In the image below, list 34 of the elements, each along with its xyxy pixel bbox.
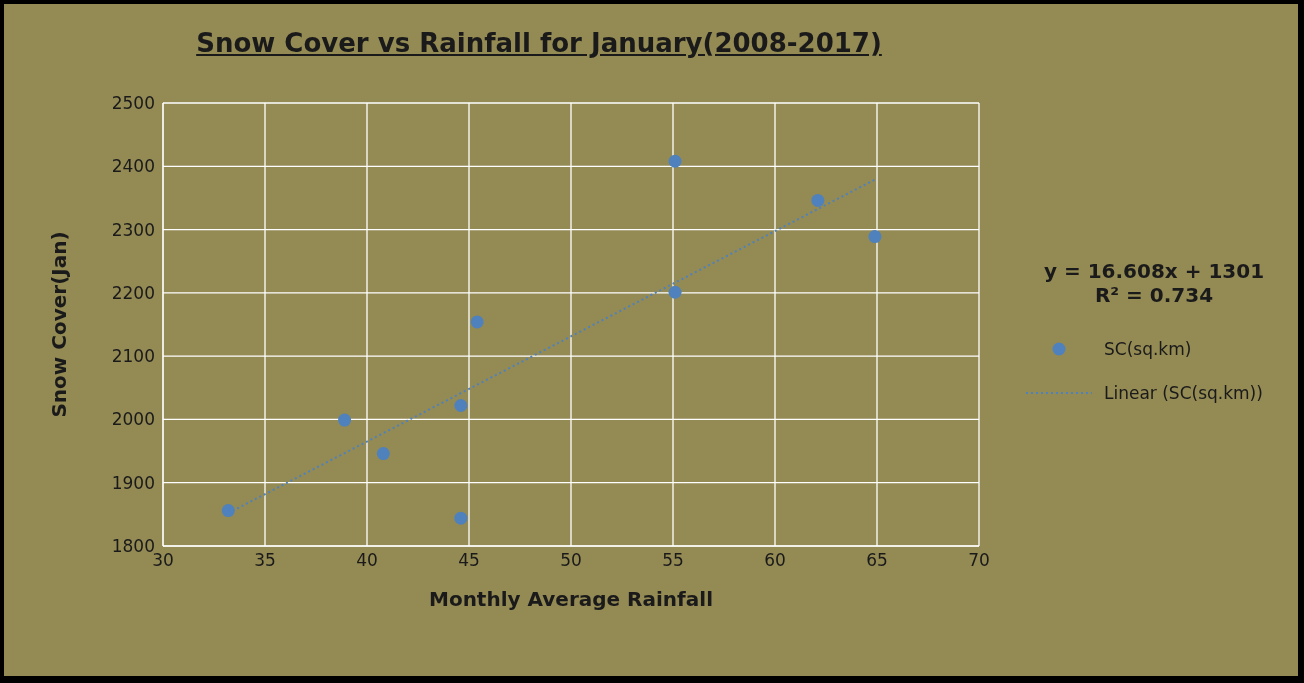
y-axis-title: Snow Cover(Jan) — [47, 231, 72, 418]
point — [376, 447, 390, 461]
legend-label: Linear (SC(sq.km)) — [1104, 383, 1263, 403]
y-tick-label: 2200 — [111, 282, 155, 303]
point — [668, 154, 682, 168]
x-tick-label: 65 — [866, 550, 888, 571]
point — [221, 504, 235, 518]
point — [811, 193, 825, 207]
x-tick-label: 30 — [152, 550, 174, 571]
y-tick-label: 1800 — [111, 536, 155, 557]
x-tick-label: 50 — [560, 550, 582, 571]
x-tick-label: 70 — [968, 550, 990, 571]
x-tick-label: 45 — [458, 550, 480, 571]
point — [868, 230, 882, 244]
point — [470, 315, 484, 329]
x-tick-label: 55 — [662, 550, 684, 571]
y-tick-label: 2400 — [111, 156, 155, 177]
y-tick-label: 2000 — [111, 409, 155, 430]
x-tick-label: 40 — [356, 550, 378, 571]
x-tick-label: 60 — [764, 550, 786, 571]
y-tick-label: 2100 — [111, 346, 155, 367]
point — [454, 399, 468, 413]
y-tick-label: 1900 — [111, 472, 155, 493]
x-tick-label: 35 — [254, 550, 276, 571]
legend-label: SC(sq.km) — [1104, 339, 1192, 359]
point — [668, 285, 682, 299]
point — [338, 413, 352, 427]
chart-title: Snow Cover vs Rainfall for January(2008-2017) — [195, 28, 883, 58]
point — [454, 511, 468, 525]
x-axis-title: Monthly Average Rainfall — [428, 587, 714, 611]
y-tick-label: 2500 — [111, 93, 155, 114]
text: y = 16.608x + 1301 — [1042, 259, 1266, 283]
y-tick-label: 2300 — [111, 219, 155, 240]
text: R² = 0.734 — [1093, 283, 1215, 307]
